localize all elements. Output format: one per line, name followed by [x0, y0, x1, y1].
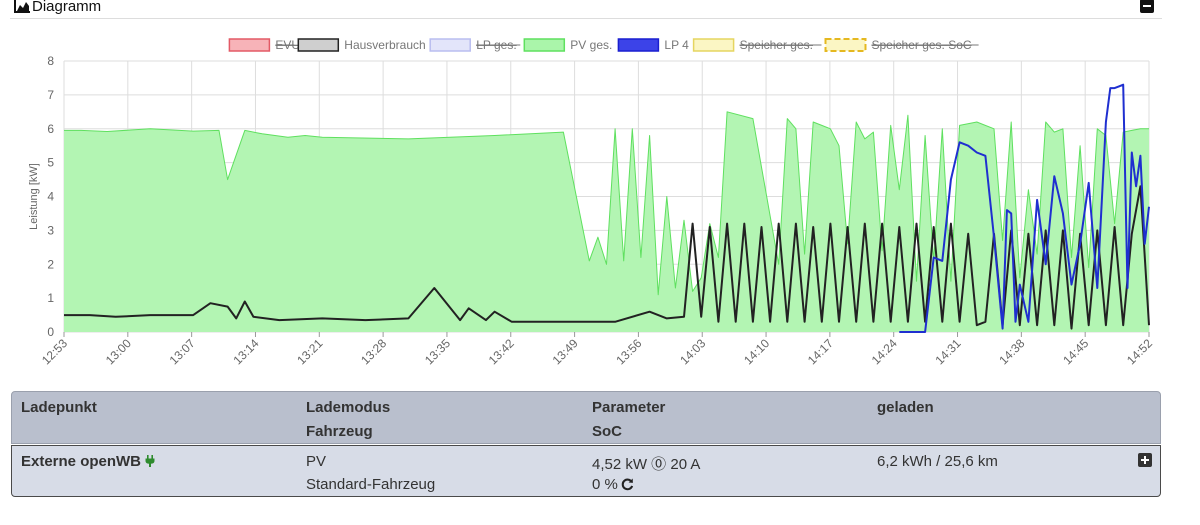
fahrzeug-value: Standard-Fahrzeug — [306, 476, 436, 493]
table-row: Externe openWB PV Standard-Fahrzeug 4,52… — [11, 445, 1161, 497]
x-tick-label: 14:03 — [677, 336, 708, 367]
plug-icon — [145, 455, 155, 467]
header-parameter: Parameter — [592, 399, 666, 416]
x-tick-label: 14:38 — [996, 336, 1027, 367]
legend-swatch[interactable] — [228, 38, 271, 52]
y-tick-label: 5 — [47, 156, 54, 170]
legend-swatch[interactable] — [692, 38, 735, 52]
x-tick-label: 14:52 — [1124, 336, 1155, 367]
geladen-value: 6,2 kWh / 25,6 km — [877, 453, 998, 470]
charge-point-table: Ladepunkt Lademodus Fahrzeug Parameter S… — [11, 391, 1161, 497]
collapse-button[interactable] — [1140, 0, 1154, 13]
x-tick-label: 14:17 — [805, 336, 836, 367]
y-axis-label: Leistung [kW] — [28, 163, 40, 230]
legend-item-label[interactable]: PV ges. — [570, 38, 612, 52]
x-tick-label: 13:21 — [294, 336, 325, 367]
y-tick-label: 8 — [47, 54, 54, 68]
x-tick-label: 13:42 — [486, 336, 517, 367]
x-tick-label: 13:00 — [103, 336, 134, 367]
legend-swatch[interactable] — [617, 38, 660, 52]
x-tick-label: 14:10 — [741, 336, 772, 367]
legend-swatch[interactable] — [523, 38, 566, 52]
power-chart-svg: 0 1 2 3 4 5 6 7 8 12:53 13:00 13:07 13:14 13:21 13:28 1… — [28, 38, 1155, 367]
header-soc: SoC — [592, 423, 622, 440]
x-tick-label: 13:28 — [358, 336, 389, 367]
y-tick-label: 1 — [47, 291, 54, 305]
header-geladen: geladen — [877, 399, 934, 416]
y-tick-label: 7 — [47, 88, 54, 102]
x-tick-label: 13:14 — [230, 336, 261, 367]
x-tick-label: 14:24 — [869, 336, 900, 367]
soc-value: 0 % — [592, 476, 618, 493]
x-tick-label: 13:56 — [613, 336, 644, 367]
y-tick-label: 0 — [47, 325, 54, 339]
series-pv-ges-line — [64, 111, 1149, 296]
header-lademodus: Lademodus — [306, 399, 391, 416]
refresh-icon[interactable] — [621, 478, 634, 491]
y-tick-label: 3 — [47, 223, 54, 237]
series-hausverbrauch-line — [64, 185, 1150, 330]
ladepunkt-cell: Externe openWB — [21, 453, 155, 470]
header-fahrzeug: Fahrzeug — [306, 423, 373, 440]
expand-row-button[interactable] — [1138, 453, 1152, 467]
x-tick-label: 13:07 — [167, 336, 198, 367]
parameter-value: 4,52 kW ⓪ 20 A — [592, 456, 701, 473]
x-tick-label: 14:31 — [933, 336, 964, 367]
diagram-panel-header: Diagramm — [10, 0, 1162, 19]
y-tick-label: 6 — [47, 122, 54, 136]
legend-swatch[interactable] — [824, 38, 867, 52]
table-header: Ladepunkt Lademodus Fahrzeug Parameter S… — [11, 391, 1161, 444]
x-tick-label: 14:45 — [1060, 336, 1091, 367]
legend-swatch[interactable] — [429, 38, 471, 52]
ladepunkt-name: Externe openWB — [21, 453, 142, 470]
series-pv-ges-area — [64, 111, 1149, 332]
series-lp-4-line — [899, 83, 1150, 333]
header-ladepunkt: Ladepunkt — [21, 399, 97, 416]
x-tick-label: 13:49 — [550, 336, 581, 367]
area-chart-icon — [14, 0, 30, 13]
x-tick-label: 12:53 — [39, 336, 70, 367]
legend-item-label[interactable]: Hausverbrauch — [344, 38, 425, 52]
y-tick-label: 2 — [47, 257, 54, 271]
panel-title: Diagramm — [32, 0, 102, 15]
x-tick-label: 13:35 — [422, 336, 453, 367]
legend-item-label[interactable]: LP 4 — [664, 38, 689, 52]
lademodus-value[interactable]: PV — [306, 453, 327, 470]
y-tick-label: 4 — [47, 190, 54, 204]
power-chart: 0 1 2 3 4 5 6 7 8 12:53 13:00 13:07 13:14 13:21 13:28 1… — [10, 22, 1162, 387]
legend-swatch[interactable] — [297, 38, 340, 52]
soc-cell: 0 % — [592, 476, 634, 493]
